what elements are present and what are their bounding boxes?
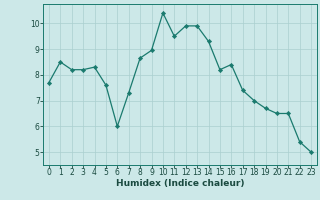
X-axis label: Humidex (Indice chaleur): Humidex (Indice chaleur) <box>116 179 244 188</box>
